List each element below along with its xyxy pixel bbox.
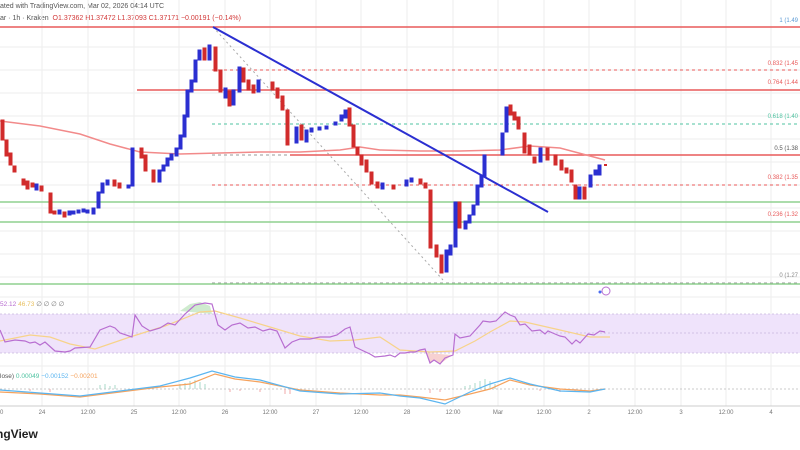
x-tick: 3 [679,410,683,416]
macd-legend: lose) 0.00049 −0.00152 −0.00201 [0,373,98,380]
macd-line [0,370,606,405]
rsi-band [0,314,800,353]
rsi-legend: 52.12 46.73 ∅ ∅ ∅ ∅ [0,300,64,308]
fib-label-1: 1 (1.49 [779,18,798,24]
fib-label-05: 0.5 (1.38 [774,146,798,152]
bearish-trend-line[interactable] [212,26,549,213]
x-tick: 12:00 [353,410,369,416]
fib-diagonal [212,26,444,281]
x-tick: 0 [0,410,4,416]
x-tick: 12:00 [718,410,734,416]
fib-label-0236: 0.236 (1.32 [767,212,798,218]
x-tick: 26 [221,410,229,416]
rsi-ma-line [0,310,610,353]
macd-hist-value: 0.00049 [15,373,40,380]
x-tick: 4 [769,410,773,416]
x-tick: 12:00 [171,410,187,416]
fib-label-0: 0 (1.27 [779,273,798,279]
x-tick: 2 [587,410,591,416]
x-tick: 24 [38,410,46,416]
fib-label-0764: 0.764 (1.44 [767,80,798,86]
rsi-ma-value: 46.73 [18,301,35,308]
macd-label: lose) [0,373,15,380]
macd-signal-value: −0.00201 [70,373,98,380]
x-tick: 27 [312,410,320,416]
fib-label-0618: 0.618 (1.40 [767,114,798,120]
fib-label-0832: 0.832 (1.45 [767,61,798,67]
macd-value: −0.00152 [41,373,69,380]
x-tick: 12:00 [627,410,643,416]
x-tick: 25 [130,410,138,416]
x-tick: 12:00 [536,410,552,416]
x-tick: 28 [403,410,411,416]
tradingview-logo[interactable]: ngView [0,427,38,441]
fib-label-0382: 0.382 (1.35 [767,175,798,181]
x-tick: 12:00 [262,410,278,416]
rsi-line [0,302,606,365]
published-info: ated with TradingView.com, Mar 02, 2026 … [0,3,165,10]
rsi-value: 52.12 [0,301,17,308]
replay-icon[interactable] [598,286,611,296]
x-tick: Mar [492,410,504,416]
candlesticks [0,44,607,274]
x-tick: 12:00 [80,410,96,416]
ohlc-values: O1.37362 H1.37472 L1.37093 C1.37171 −0.0… [52,15,241,22]
rsi-oversold-fill [427,353,452,364]
symbol: ar · 1h · Kraken [0,15,49,22]
symbol-ohlc: ar · 1h · Kraken O1.37362 H1.37472 L1.37… [0,15,241,22]
rsi-extra: ∅ ∅ ∅ ∅ [36,301,65,308]
x-tick: 12:00 [445,410,461,416]
